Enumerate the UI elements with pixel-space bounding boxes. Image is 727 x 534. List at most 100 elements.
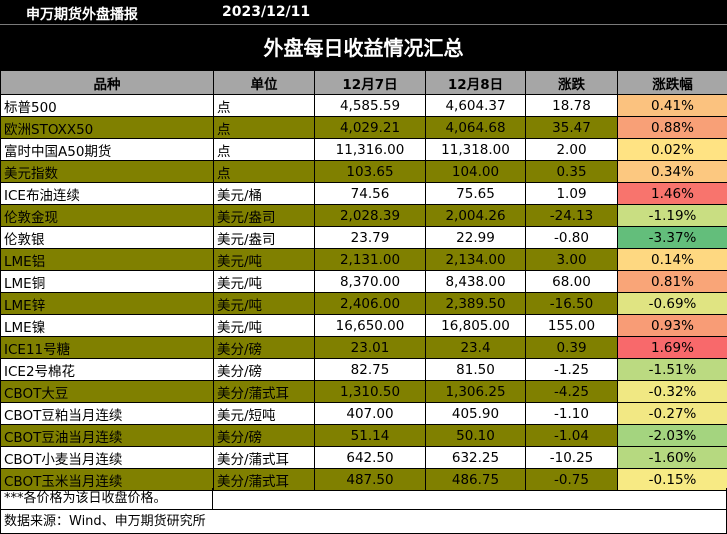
price-change-pct: -2.03% [617,424,727,447]
unit-cell: 美元/吨 [213,248,315,271]
instrument-name: 富时中国A50期货 [0,138,214,161]
table-header-row: 品种 单位 12月7日 12月8日 涨跌 涨跌幅 [0,70,727,95]
unit-cell: 点 [213,94,315,117]
price-day1: 407.00 [314,402,426,425]
unit-cell: 美分/磅 [213,424,315,447]
price-day2: 2,389.50 [425,292,526,315]
price-change-pct: 0.81% [617,270,727,293]
unit-cell: 美元/盎司 [213,204,315,227]
price-day1: 23.79 [314,226,426,249]
table-row: CBOT玉米当月连续 美分/蒲式耳 487.50 486.75 -0.75 -0.15% [0,468,727,491]
column-header-name: 品种 [0,70,214,95]
column-header-day1: 12月7日 [314,70,426,95]
unit-cell: 美元/桶 [213,182,315,205]
table-row: ICE11号糖 美分/磅 23.01 23.4 0.39 1.69% [0,336,727,359]
price-change: 2.00 [525,138,618,161]
price-change: -1.04 [525,424,618,447]
unit-cell: 美分/蒲式耳 [213,468,315,491]
price-change: 0.35 [525,160,618,183]
price-change: -4.25 [525,380,618,403]
price-change: -16.50 [525,292,618,315]
instrument-name: 美元指数 [0,160,214,183]
price-day1: 4,029.21 [314,116,426,139]
table-row: LME镍 美元/吨 16,650.00 16,805.00 155.00 0.93% [0,314,727,337]
table-row: ICE布油连续 美元/桶 74.56 75.65 1.09 1.46% [0,182,727,205]
price-change: -1.10 [525,402,618,425]
price-day1: 82.75 [314,358,426,381]
unit-cell: 点 [213,116,315,139]
unit-cell: 美元/短吨 [213,402,315,425]
table-row: ICE2号棉花 美分/磅 82.75 81.50 -1.25 -1.51% [0,358,727,381]
price-change-pct: 0.14% [617,248,727,271]
instrument-name: CBOT大豆 [0,380,214,403]
price-change: 68.00 [525,270,618,293]
instrument-name: CBOT豆油当月连续 [0,424,214,447]
table-row: 富时中国A50期货点 11,316.00 11,318.00 2.00 0.02% [0,138,727,161]
unit-cell: 美元/吨 [213,314,315,337]
price-change-pct: 0.02% [617,138,727,161]
price-change-pct: -0.15% [617,468,727,491]
price-day1: 74.56 [314,182,426,205]
price-change: 3.00 [525,248,618,271]
footnote-empty-cell [213,488,727,510]
footnote: ***各价格为该日收盘价格。 [0,488,213,510]
instrument-name: CBOT小麦当月连续 [0,446,214,469]
price-day2: 75.65 [425,182,526,205]
unit-cell: 美元/吨 [213,292,315,315]
table-row: 美元指数点 103.65 104.00 0.35 0.34% [0,160,727,183]
price-day2: 22.99 [425,226,526,249]
price-change: -1.25 [525,358,618,381]
price-day1: 2,406.00 [314,292,426,315]
price-day2: 2,134.00 [425,248,526,271]
price-change-pct: -0.27% [617,402,727,425]
table-row: CBOT豆粕当月连续 美元/短吨 407.00 405.90 -1.10 -0.27% [0,402,727,425]
price-day2: 1,306.25 [425,380,526,403]
price-change: 0.39 [525,336,618,359]
price-change: 18.78 [525,94,618,117]
price-change: 35.47 [525,116,618,139]
column-header-day2: 12月8日 [425,70,526,95]
price-day1: 11,316.00 [314,138,426,161]
unit-cell: 美元/吨 [213,270,315,293]
table-row: CBOT豆油当月连续 美分/磅 51.14 50.10 -1.04 -2.03% [0,424,727,447]
price-day2: 81.50 [425,358,526,381]
price-change-pct: -0.32% [617,380,727,403]
instrument-name: LME镍 [0,314,214,337]
price-change-pct: 0.88% [617,116,727,139]
price-change-pct: 1.69% [617,336,727,359]
price-day2: 104.00 [425,160,526,183]
price-change-pct: 0.41% [617,94,727,117]
report-date: 2023/12/11 [222,4,311,20]
price-change-pct: -1.51% [617,358,727,381]
price-day2: 4,064.68 [425,116,526,139]
price-day1: 2,131.00 [314,248,426,271]
unit-cell: 美分/蒲式耳 [213,380,315,403]
price-change-pct: 0.93% [617,314,727,337]
price-change-pct: -1.60% [617,446,727,469]
instrument-name: CBOT豆粕当月连续 [0,402,214,425]
price-day2: 23.4 [425,336,526,359]
instrument-name: LME铝 [0,248,214,271]
price-day1: 2,028.39 [314,204,426,227]
quotes-table: 品种 单位 12月7日 12月8日 涨跌 涨跌幅 标普500 点 4,585.59 4… [0,70,727,491]
instrument-name: LME铜 [0,270,214,293]
price-change-pct: -0.69% [617,292,727,315]
table-row: 伦敦银 美元/盎司 23.79 22.99 -0.80 -3.37% [0,226,727,249]
price-change-pct: -3.37% [617,226,727,249]
instrument-name: 欧洲STOXX50 [0,116,214,139]
price-day2: 16,805.00 [425,314,526,337]
instrument-name: CBOT玉米当月连续 [0,468,214,491]
price-day1: 103.65 [314,160,426,183]
report-header-bar: 申万期货外盘播报 2023/12/11 [0,0,727,24]
unit-cell: 美分/磅 [213,336,315,359]
price-day2: 632.25 [425,446,526,469]
price-day2: 11,318.00 [425,138,526,161]
instrument-name: 标普500 [0,94,214,117]
price-day1: 642.50 [314,446,426,469]
footnote-row: ***各价格为该日收盘价格。 [0,488,727,510]
report-source-label: 申万期货外盘播报 [26,7,138,23]
unit-cell: 美分/蒲式耳 [213,446,315,469]
instrument-name: ICE2号棉花 [0,358,214,381]
table-row: CBOT大豆 美分/蒲式耳 1,310.50 1,306.25 -4.25 -0.32% [0,380,727,403]
